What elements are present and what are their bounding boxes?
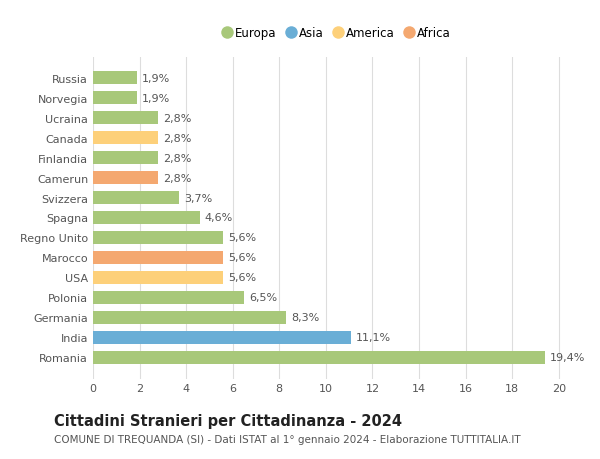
Bar	[93, 212, 200, 224]
Text: 5,6%: 5,6%	[228, 253, 256, 263]
Text: 4,6%: 4,6%	[205, 213, 233, 223]
Bar	[93, 152, 158, 165]
Text: 19,4%: 19,4%	[550, 353, 585, 363]
Text: 3,7%: 3,7%	[184, 193, 212, 203]
Text: COMUNE DI TREQUANDA (SI) - Dati ISTAT al 1° gennaio 2024 - Elaborazione TUTTITAL: COMUNE DI TREQUANDA (SI) - Dati ISTAT al…	[54, 434, 521, 444]
Text: 2,8%: 2,8%	[163, 113, 191, 123]
Bar	[93, 132, 158, 145]
Text: 1,9%: 1,9%	[142, 94, 170, 103]
Bar	[93, 291, 244, 304]
Text: 11,1%: 11,1%	[356, 333, 391, 342]
Text: 2,8%: 2,8%	[163, 173, 191, 183]
Bar	[93, 191, 179, 205]
Bar	[93, 351, 545, 364]
Text: 8,3%: 8,3%	[291, 313, 319, 323]
Text: 5,6%: 5,6%	[228, 273, 256, 283]
Bar	[93, 311, 286, 324]
Text: Cittadini Stranieri per Cittadinanza - 2024: Cittadini Stranieri per Cittadinanza - 2…	[54, 413, 402, 428]
Text: 2,8%: 2,8%	[163, 133, 191, 143]
Bar	[93, 252, 223, 264]
Bar	[93, 331, 352, 344]
Bar	[93, 231, 223, 245]
Text: 2,8%: 2,8%	[163, 153, 191, 163]
Bar	[93, 72, 137, 85]
Text: 5,6%: 5,6%	[228, 233, 256, 243]
Text: 6,5%: 6,5%	[249, 293, 277, 303]
Bar	[93, 172, 158, 185]
Text: 1,9%: 1,9%	[142, 73, 170, 84]
Legend: Europa, Asia, America, Africa: Europa, Asia, America, Africa	[222, 25, 453, 42]
Bar	[93, 271, 223, 284]
Bar	[93, 92, 137, 105]
Bar	[93, 112, 158, 125]
